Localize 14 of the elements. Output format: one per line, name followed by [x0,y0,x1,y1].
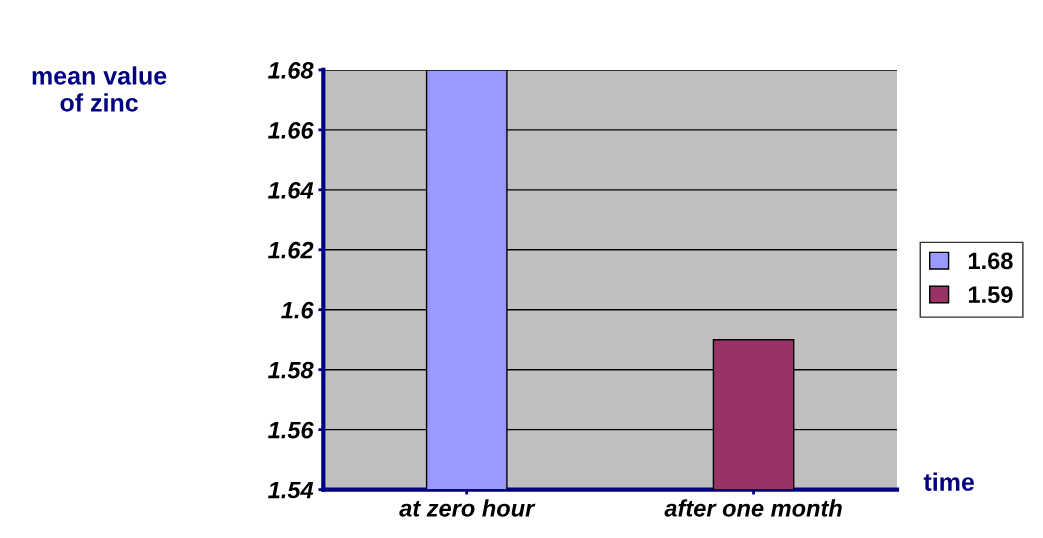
y-tick-label: 1.54 [268,481,314,499]
y-tick-label: 1.62 [268,241,314,259]
x-tick-label: at zero hour [399,499,536,517]
x-axis-title: time [923,472,974,491]
y-tick-label: 1.66 [268,121,314,139]
y-tick-label: 1.56 [268,421,314,439]
x-tick-label: after one month [664,499,842,517]
legend-label: 1.59 [968,286,1013,304]
y-axis-title: mean value of zinc [32,66,167,112]
y-tick-label: 1.68 [268,62,314,79]
y-tick-label: 1.6 [281,301,314,319]
legend-label: 1.68 [968,252,1013,270]
y-tick-label: 1.58 [268,361,314,379]
y-tick-label: 1.64 [268,181,314,199]
